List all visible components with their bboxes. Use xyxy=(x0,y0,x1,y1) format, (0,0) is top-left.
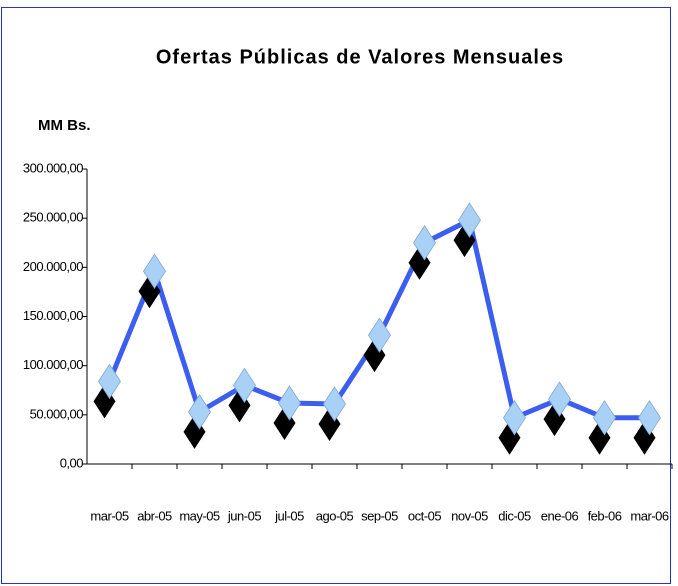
x-tick-label: oct-05 xyxy=(408,508,441,523)
marker xyxy=(638,400,661,436)
marker xyxy=(548,381,571,417)
marker xyxy=(143,253,166,290)
x-tick-label: jun-05 xyxy=(227,508,261,523)
marker xyxy=(278,385,301,421)
x-tick-label: abr-05 xyxy=(137,508,172,523)
marker xyxy=(98,363,121,400)
x-tick-label: sep-05 xyxy=(361,508,398,523)
marker xyxy=(458,202,481,238)
y-tick-label: 300.000,00 xyxy=(23,160,83,175)
chart-title: Ofertas Públicas de Valores Mensuales xyxy=(156,46,564,68)
y-axis-unit: MM Bs. xyxy=(38,117,91,134)
marker xyxy=(503,400,526,436)
x-tick-label: may-05 xyxy=(179,508,220,523)
x-tick-label: dic-05 xyxy=(498,508,531,523)
chart-border xyxy=(1,7,671,584)
marker xyxy=(233,367,256,404)
y-tick-label: 200.000,00 xyxy=(23,259,83,274)
marker xyxy=(368,317,391,353)
y-tick-label: 50.000,00 xyxy=(30,406,84,421)
marker xyxy=(413,225,436,261)
marker xyxy=(323,386,346,422)
x-tick-label: mar-05 xyxy=(90,508,128,523)
y-tick-label: 250.000,00 xyxy=(23,210,83,225)
y-tick-label: 150.000,00 xyxy=(23,308,83,323)
x-tick-label: ago-05 xyxy=(316,508,354,523)
marker xyxy=(593,400,616,436)
x-tick-label: jul-05 xyxy=(274,508,304,523)
marker xyxy=(188,394,211,430)
x-tick-label: nov-05 xyxy=(451,508,488,523)
y-tick-label: 0,00 xyxy=(60,455,84,470)
y-tick-label: 100.000,00 xyxy=(23,357,83,372)
x-tick-label: ene-06 xyxy=(541,508,579,523)
x-tick-label: feb-06 xyxy=(588,508,622,523)
x-tick-label: mar-06 xyxy=(630,508,668,523)
